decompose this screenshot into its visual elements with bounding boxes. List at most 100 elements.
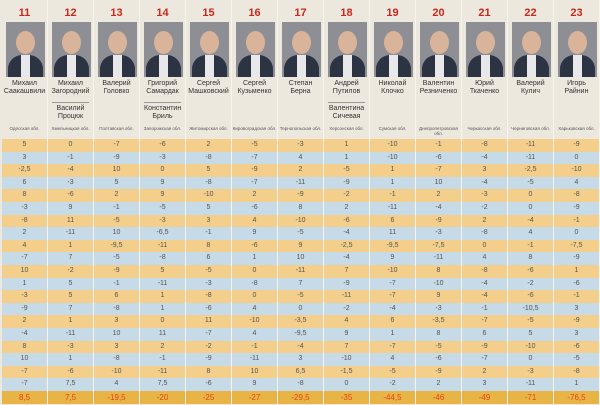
total-cell: -27 [232, 390, 278, 404]
score-cell: 9 [370, 252, 416, 265]
score-cell: 3 [94, 315, 140, 328]
score-cell: -9 [554, 139, 600, 152]
candidate-number: 22 [524, 7, 537, 19]
candidate-region: Запорожская обл. [143, 126, 182, 131]
score-cell: 10 [278, 252, 324, 265]
score-cell: 1 [232, 252, 278, 265]
score-cell: 11 [48, 214, 94, 228]
score-cell: -11 [416, 252, 462, 265]
score-cell: -7 [2, 252, 48, 265]
score-cell: 1 [324, 151, 370, 165]
score-cell: 3 [94, 340, 140, 354]
score-cell: 0 [324, 378, 370, 391]
score-cell: -9 [94, 264, 140, 278]
score-cell: -3 [140, 151, 186, 165]
candidate-photo [466, 22, 505, 77]
score-cell: 10 [94, 227, 140, 240]
score-cell: 4 [324, 315, 370, 328]
candidate-number: 13 [110, 7, 123, 19]
table-row: 2 1 3 0 11 -10 -3,5 4 6 -3,5 -7 -5 -9 [2, 315, 600, 328]
score-cell: -1 [416, 139, 462, 152]
score-cell: -9 [416, 365, 462, 379]
score-cell: 4 [278, 151, 324, 165]
score-cell: 5 [48, 277, 94, 291]
candidate-photo [98, 22, 137, 77]
score-cell: -7 [370, 290, 416, 303]
score-cell: -3 [48, 176, 94, 190]
candidate-photo [236, 22, 275, 77]
score-cell: -6 [508, 264, 554, 278]
score-cell: -5 [508, 176, 554, 190]
score-cell: -9 [462, 340, 508, 354]
totals-row: 8,5 7,5 -19,5 -20 -25 -27 -29,5 -35 -44,5 -46 -49-… [2, 390, 600, 404]
score-cell: 4 [232, 214, 278, 228]
candidate-name-second: Константин Бриль [144, 102, 181, 121]
score-cell: 1 [48, 353, 94, 366]
score-cell: -2,5 [508, 164, 554, 177]
score-cell: 7 [48, 252, 94, 265]
score-cell: -6 [186, 302, 232, 316]
score-cell: 1 [140, 302, 186, 316]
score-cell: -5 [94, 252, 140, 265]
score-cell: -4 [462, 176, 508, 190]
score-cell: -8 [140, 252, 186, 265]
score-cell: -10 [554, 164, 600, 177]
candidate-column: 17 Степан Берна Тернопольская обл. [278, 0, 324, 139]
score-cell: -3 [278, 139, 324, 152]
score-cell: -1 [140, 353, 186, 366]
score-cell: 10 [232, 365, 278, 379]
candidate-region: Харьковская обл. [558, 126, 595, 131]
score-cell: 10 [94, 327, 140, 341]
score-cell: -10 [278, 214, 324, 228]
score-cell: -3 [508, 365, 554, 379]
score-cell: -2 [324, 302, 370, 316]
score-cell: 8 [186, 365, 232, 379]
score-cell: -6 [48, 189, 94, 202]
candidate-region: Полтавская обл. [99, 126, 134, 131]
table-row: -3 9 -1 -5 5 -6 8 2 -11 -4 -2 0 -9 [2, 201, 600, 215]
candidate-region: Хмельницкая обл. [51, 126, 90, 131]
table-row: 10 -2 -9 5 -5 0 -11 7 -10 8 -8 -6 1 [2, 264, 600, 278]
score-cell: -11 [48, 327, 94, 341]
total-cell: 8,5 [2, 390, 48, 404]
score-cell: 9 [278, 239, 324, 253]
score-cell: -9,5 [278, 327, 324, 341]
candidate-photo [190, 22, 229, 77]
score-cell: -1 [554, 214, 600, 228]
score-cell: -4 [278, 340, 324, 354]
score-cell: 1 [554, 264, 600, 278]
score-cell: 4 [508, 227, 554, 240]
score-cell: 4 [232, 302, 278, 316]
score-cell: -1 [508, 239, 554, 253]
score-cell: -6 [416, 353, 462, 366]
candidate-region: Одесская обл. [9, 126, 40, 131]
table-row: 2 -11 10 -6,5 -1 9 -5 -4 11 -3 -8 4 0 [2, 227, 600, 240]
score-cell: -3 [416, 302, 462, 316]
score-cell: -4 [462, 290, 508, 303]
total-cell: 7,5 [48, 390, 94, 404]
score-cell: 4 [554, 176, 600, 190]
score-cell: -9 [416, 214, 462, 228]
score-cell: -11 [140, 239, 186, 253]
score-cell: -9 [186, 353, 232, 366]
score-cell: -4 [508, 214, 554, 228]
score-cell: -6,5 [140, 227, 186, 240]
score-cell: -10,5 [508, 302, 554, 316]
score-cell: 3 [554, 327, 600, 341]
total-cell: -49 [462, 390, 508, 404]
score-cell: -6 [554, 340, 600, 354]
score-cell: -8 [278, 378, 324, 391]
score-cell: -3 [186, 277, 232, 291]
score-cell: -5 [416, 340, 462, 354]
scores-body: 5 0 -7 -6 2 -5 -3 1 -10 -1 -8 -11 -9 3 -1 -9 -3 -8 -7 4 1 -10… [2, 139, 600, 404]
score-cell: -11 [278, 176, 324, 190]
total-cell: -46 [416, 390, 462, 404]
score-cell: -1 [48, 151, 94, 165]
score-cell: 0 [232, 264, 278, 278]
score-cell: 8 [186, 239, 232, 253]
score-cell: 10 [2, 264, 48, 278]
score-cell: 3 [462, 164, 508, 177]
score-cell: -6 [324, 214, 370, 228]
score-cell: -5 [370, 365, 416, 379]
